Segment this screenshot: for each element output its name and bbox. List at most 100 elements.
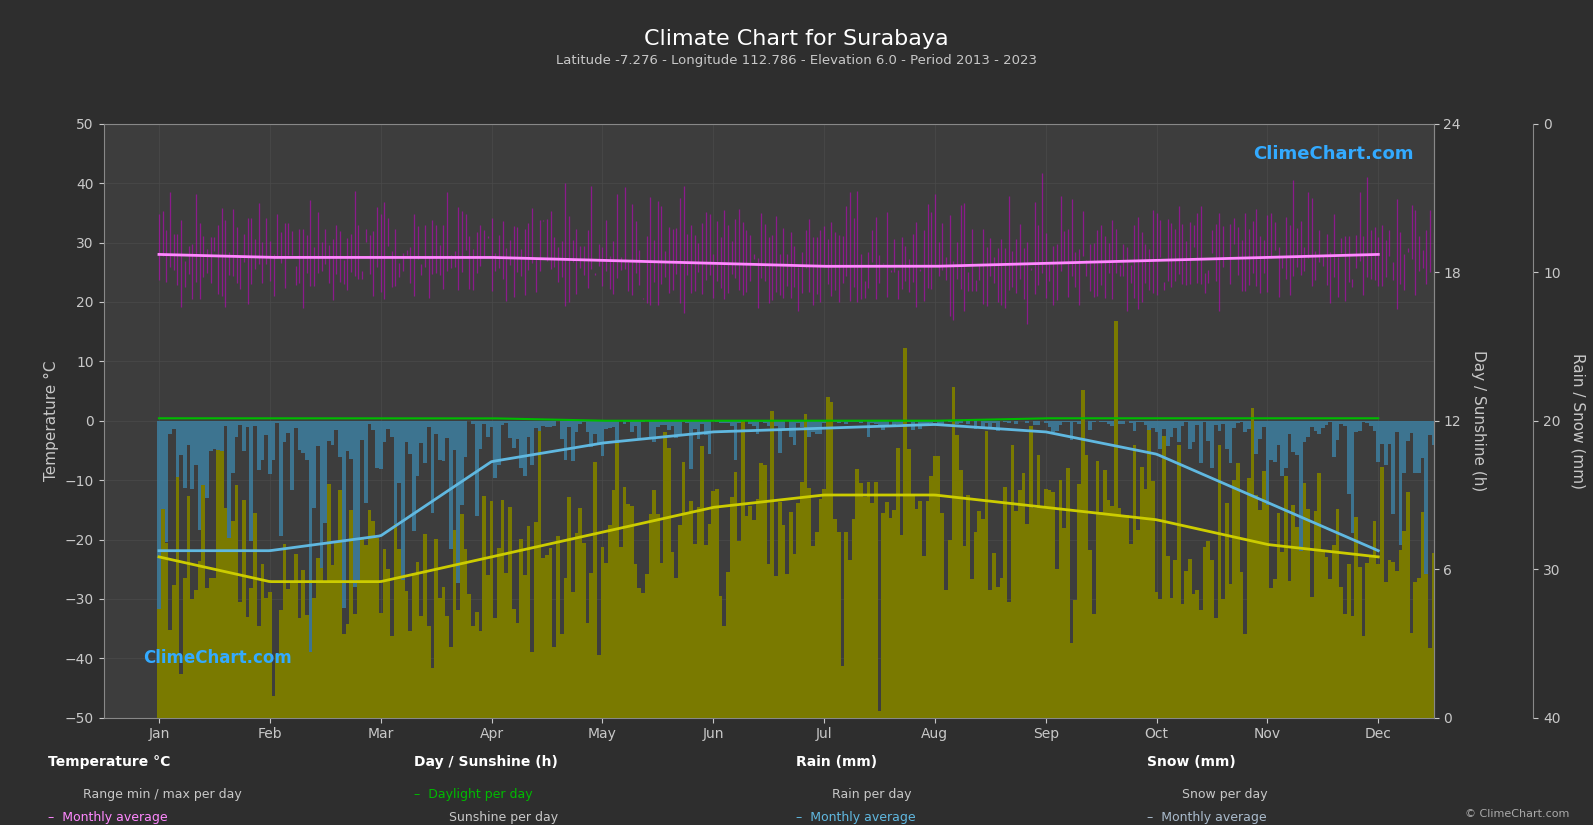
Bar (578, 508, 581, 718)
Bar (967, 421, 970, 424)
Bar (1346, 421, 1351, 493)
Bar (253, 421, 256, 427)
Bar (475, 611, 478, 718)
Bar (575, 421, 578, 431)
Bar (597, 654, 601, 718)
Bar (841, 421, 844, 422)
Bar (822, 421, 825, 423)
Bar (804, 421, 808, 427)
Bar (245, 421, 250, 427)
Bar (648, 421, 652, 437)
Bar (970, 579, 973, 718)
Bar (929, 476, 933, 718)
Bar (1195, 590, 1200, 718)
Bar (609, 421, 612, 427)
Bar (696, 507, 701, 718)
Bar (1438, 548, 1443, 718)
Bar (1454, 421, 1458, 441)
Bar (685, 514, 690, 718)
Bar (612, 490, 615, 718)
Bar (357, 581, 360, 718)
Bar (419, 421, 424, 443)
Bar (368, 421, 371, 424)
Bar (256, 421, 261, 469)
Bar (956, 435, 959, 718)
Bar (1354, 517, 1357, 718)
Bar (881, 421, 886, 431)
Bar (1472, 603, 1477, 718)
Bar (446, 615, 449, 718)
Bar (231, 521, 234, 718)
Bar (435, 540, 438, 718)
Bar (1155, 421, 1158, 432)
Bar (841, 666, 844, 718)
Bar (538, 421, 542, 450)
Bar (656, 421, 660, 427)
Bar (707, 421, 712, 454)
Bar (626, 504, 631, 718)
Bar (911, 421, 914, 430)
Bar (323, 582, 327, 718)
Bar (408, 630, 413, 718)
Bar (978, 512, 981, 718)
Bar (1110, 506, 1114, 718)
Bar (209, 421, 212, 451)
Bar (1066, 421, 1070, 422)
Bar (723, 421, 726, 423)
Bar (360, 421, 365, 441)
Bar (1077, 484, 1080, 718)
Bar (511, 421, 516, 448)
Bar (1177, 445, 1180, 718)
Bar (1195, 421, 1200, 425)
Bar (250, 421, 253, 541)
Bar (1458, 601, 1461, 718)
Bar (335, 542, 338, 718)
Bar (427, 626, 430, 718)
Bar (897, 448, 900, 718)
Bar (1074, 600, 1077, 718)
Text: –  Monthly average: – Monthly average (48, 811, 167, 824)
Bar (464, 421, 467, 456)
Bar (926, 502, 929, 718)
Bar (393, 421, 397, 527)
Bar (564, 578, 567, 718)
Bar (1265, 505, 1270, 718)
Bar (282, 544, 287, 718)
Bar (497, 548, 500, 718)
Bar (441, 587, 446, 718)
Bar (242, 500, 245, 718)
Bar (1365, 563, 1368, 718)
Bar (1048, 490, 1051, 718)
Bar (438, 598, 441, 718)
Bar (1402, 530, 1407, 718)
Bar (940, 513, 945, 718)
Text: ClimeChart.com: ClimeChart.com (1254, 144, 1413, 163)
Bar (886, 421, 889, 426)
Bar (1004, 421, 1007, 422)
Bar (553, 647, 556, 718)
Bar (1454, 566, 1458, 718)
Bar (771, 421, 774, 432)
Bar (922, 421, 926, 424)
Bar (999, 578, 1004, 718)
Bar (1144, 421, 1147, 426)
Bar (327, 421, 331, 441)
Bar (652, 490, 656, 718)
Bar (1270, 421, 1273, 460)
Bar (1032, 508, 1037, 718)
Bar (682, 421, 685, 422)
Bar (386, 568, 390, 718)
Bar (1443, 421, 1446, 436)
Bar (1399, 421, 1402, 544)
Bar (1152, 481, 1155, 718)
Bar (1410, 633, 1413, 718)
Bar (847, 560, 852, 718)
Bar (527, 526, 530, 718)
Bar (863, 497, 867, 718)
Bar (830, 402, 833, 718)
Bar (276, 654, 279, 718)
Text: Day / Sunshine (h): Day / Sunshine (h) (414, 755, 558, 769)
Bar (1258, 510, 1262, 718)
Bar (911, 496, 914, 718)
Bar (796, 502, 800, 718)
